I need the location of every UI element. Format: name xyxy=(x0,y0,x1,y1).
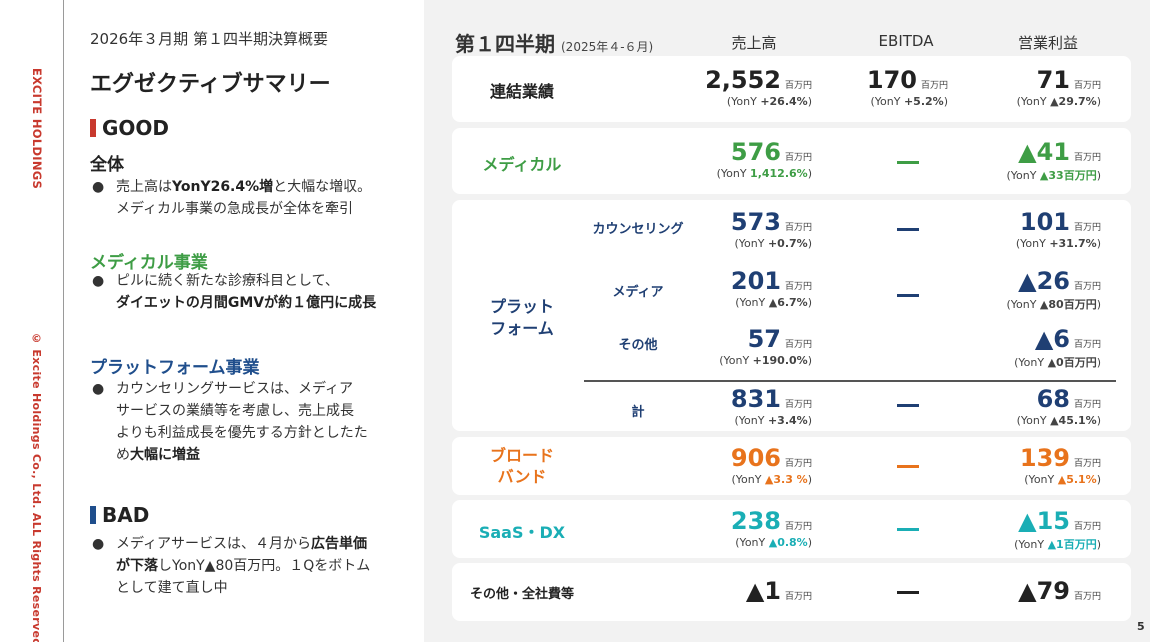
cell-platform-total-sales: 831 百万円 (YonY +3.4%) xyxy=(730,385,812,427)
section-platform-title: プラットフォーム事業 xyxy=(90,358,260,378)
dash-broadband-ebitda xyxy=(897,465,919,468)
cell-medical-op: ▲41 百万円 (YonY ▲33百万円) xyxy=(1006,138,1101,182)
row-consolidated xyxy=(452,56,1131,122)
dash-media-ebitda xyxy=(897,294,919,297)
good-marker xyxy=(90,119,96,137)
bullet-overall: ● 売上高はYonY26.4%増と大幅な増収。 メディカル事業の急成長が全体を牽… xyxy=(90,176,420,220)
bullet-dot: ● xyxy=(92,536,105,552)
cell-consolidated-ebitda: 170 百万円 (YonY +5.2%) xyxy=(866,66,948,108)
cell-saas-sales: 238 百万円 (YonY ▲0.8%) xyxy=(730,507,812,549)
dash-counseling-ebitda xyxy=(897,228,919,231)
row-broadband xyxy=(452,437,1131,495)
row-label-others: その他・全社費等 xyxy=(469,587,574,602)
cell-platform-other-sales: 57 百万円 (YonY +190.0%) xyxy=(719,325,812,367)
dash-medical-ebitda xyxy=(897,161,919,164)
cell-medical-sales: 576 百万円 (YonY 1,412.6%) xyxy=(716,138,812,180)
row-label-platform: プラット フォーム xyxy=(489,297,554,338)
row-saas-dx xyxy=(452,500,1131,558)
col-header-sales: 売上高 xyxy=(731,34,777,52)
kessan-title: 2026年３月期 第１四半期決算概要 xyxy=(90,30,328,48)
bullet-bad: ● メディアサービスは、４月から広告単価 が下落しYonY▲80百万円。１Qをボ… xyxy=(90,533,420,599)
section-medical-title: メディカル事業 xyxy=(90,253,208,273)
row-medical xyxy=(452,128,1131,194)
cell-broadband-op: 139 百万円 (YonY ▲5.1%) xyxy=(1019,444,1101,486)
bullet-medical: ● ピルに続く新たな診療科目として、 ダイエットの月間GMVが約１億円に成長 xyxy=(90,270,420,314)
cell-counseling-op: 101 百万円 (YonY +31.7%) xyxy=(1015,208,1101,250)
row-label-saas-dx: SaaS・DX xyxy=(478,523,566,542)
dash-saas-ebitda xyxy=(897,528,919,531)
cell-saas-op: ▲15 百万円 (YonY ▲1百万円) xyxy=(1014,507,1101,551)
sub-label-media: メディア xyxy=(612,285,664,300)
row-label-consolidated: 連結業績 xyxy=(489,82,554,101)
sub-label-platform-other: その他 xyxy=(618,338,658,353)
col-header-ebitda: EBITDA xyxy=(878,32,934,50)
bullet-dot: ● xyxy=(92,381,105,397)
bullet-line: め大幅に増益 xyxy=(116,447,200,463)
bullet-line: サービスの業績等を考慮し、売上成長 xyxy=(116,403,354,419)
bullet-dot: ● xyxy=(92,273,105,289)
cell-consolidated-sales: 2,552 百万円 (YonY +26.4%) xyxy=(705,66,812,108)
bullet-line: ダイエットの月間GMVが約１億円に成長 xyxy=(116,295,377,311)
cell-platform-other-op: ▲6 百万円 (YonY ▲0百万円) xyxy=(1014,325,1101,369)
bullet-platform: ● カウンセリングサービスは、メディア サービスの業績等を考慮し、売上成長 より… xyxy=(90,378,420,466)
side-strip: EXCITE HOLDINGS © Excite Holdings Co., L… xyxy=(0,0,64,642)
quarter-period: (2025年４-６月) xyxy=(561,40,654,54)
good-heading: GOOD xyxy=(90,116,169,140)
executive-summary: 2026年３月期 第１四半期決算概要 エグゼクティブサマリー GOOD 全体 ●… xyxy=(90,0,420,642)
cell-others-op: ▲79 百万円 xyxy=(1018,577,1101,605)
section-overall-title: 全体 xyxy=(90,155,124,175)
bullet-line: カウンセリングサービスは、メディア xyxy=(116,381,354,397)
bullet-line: よりも利益成長を優先する方針としたた xyxy=(116,425,368,441)
quarter-title: 第１四半期 (2025年４-６月) xyxy=(455,32,654,56)
platform-subtotal-divider xyxy=(584,380,1116,382)
dash-others-ebitda xyxy=(897,591,919,594)
page-number: 5 xyxy=(1137,620,1145,633)
bullet-line: ピルに続く新たな診療科目として、 xyxy=(116,273,339,289)
bad-marker xyxy=(90,506,96,524)
bullet-line: メディアサービスは、４月から広告単価 xyxy=(116,536,368,552)
bullet-line: が下落しYonY▲80百万円。１Qをボトム xyxy=(116,558,371,574)
row-others xyxy=(452,563,1131,621)
bullet-line: メディカル事業の急成長が全体を牽引 xyxy=(116,201,354,217)
cell-others-sales: ▲1 百万円 xyxy=(745,577,812,605)
row-platform xyxy=(452,200,1131,431)
copyright-vertical-text: © Excite Holdings Co., Ltd. ALL Rights R… xyxy=(30,332,43,642)
row-label-broadband: ブロード バンド xyxy=(489,446,554,486)
cell-counseling-sales: 573 百万円 (YonY +0.7%) xyxy=(730,208,812,250)
dash-platform-total-ebitda xyxy=(897,404,919,407)
cell-platform-total-op: 68 百万円 (YonY ▲45.1%) xyxy=(1016,385,1101,427)
brand-vertical-text: EXCITE HOLDINGS xyxy=(30,68,44,190)
bad-heading: BAD xyxy=(90,503,149,527)
row-label-medical: メディカル xyxy=(482,155,562,174)
sub-label-platform-total: 計 xyxy=(631,405,645,420)
cell-media-sales: 201 百万円 (YonY ▲6.7%) xyxy=(730,267,812,309)
cell-media-op: ▲26 百万円 (YonY ▲80百万円) xyxy=(1006,267,1101,311)
sub-label-counseling: カウンセリング xyxy=(592,222,684,237)
exec-summary-title: エグゼクティブサマリー xyxy=(90,72,331,97)
col-header-operating-income: 営業利益 xyxy=(1017,34,1078,52)
bullet-line: 売上高はYonY26.4%増と大幅な増収。 xyxy=(116,179,372,195)
bullet-line: として建て直し中 xyxy=(116,580,228,596)
cell-broadband-sales: 906 百万円 (YonY ▲3.3 %) xyxy=(730,444,812,486)
bullet-dot: ● xyxy=(92,179,105,195)
cell-consolidated-op: 71 百万円 (YonY ▲29.7%) xyxy=(1016,66,1101,108)
